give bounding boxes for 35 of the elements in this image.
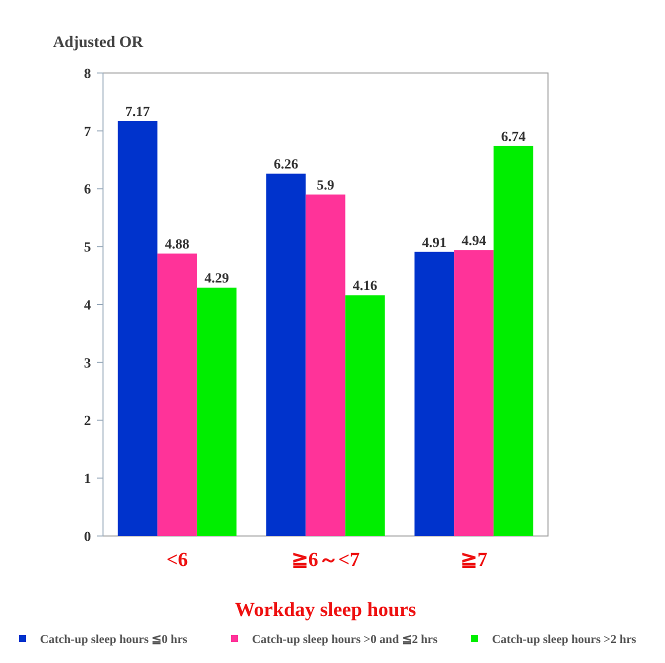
bar xyxy=(118,121,158,536)
legend-label: Catch-up sleep hours ≦0 hrs xyxy=(40,632,188,646)
x-tick-label: ≧6～<7 xyxy=(291,549,360,571)
y-tick-label: 2 xyxy=(84,414,91,430)
y-axis-title: Adjusted OR xyxy=(53,34,144,51)
y-tick-label: 8 xyxy=(84,66,91,82)
data-label: 7.17 xyxy=(125,105,150,120)
bar xyxy=(494,146,534,536)
bar xyxy=(454,250,494,536)
data-label: 5.9 xyxy=(316,178,334,194)
y-tick-label: 6 xyxy=(84,182,91,198)
x-axis-title: Workday sleep hours xyxy=(234,599,416,621)
y-tick-label: 7 xyxy=(84,124,91,140)
data-label: 4.29 xyxy=(204,272,229,287)
data-label: 4.88 xyxy=(164,238,190,253)
legend-label: Catch-up sleep hours >0 and ≦2 hrs xyxy=(252,632,438,646)
bar xyxy=(306,194,346,536)
data-label: 4.91 xyxy=(422,236,447,251)
y-tick-label: 0 xyxy=(84,530,91,545)
y-tick-label: 1 xyxy=(84,472,91,488)
y-tick-label: 3 xyxy=(84,356,91,372)
data-label: 4.16 xyxy=(352,279,378,294)
y-tick-label: 5 xyxy=(84,240,91,256)
bar xyxy=(196,288,236,536)
y-tick-label: 4 xyxy=(84,298,91,314)
x-tick-label: ≧7 xyxy=(460,549,488,571)
bar xyxy=(414,252,454,536)
bar xyxy=(157,254,197,536)
data-label: 4.94 xyxy=(462,234,486,250)
bar xyxy=(345,295,385,536)
data-label: 6.74 xyxy=(501,130,526,145)
bar xyxy=(266,174,306,536)
x-tick-label: <6 xyxy=(166,549,188,571)
data-label: 6.26 xyxy=(274,158,298,173)
legend-label: Catch-up sleep hours >2 hrs xyxy=(492,632,637,646)
